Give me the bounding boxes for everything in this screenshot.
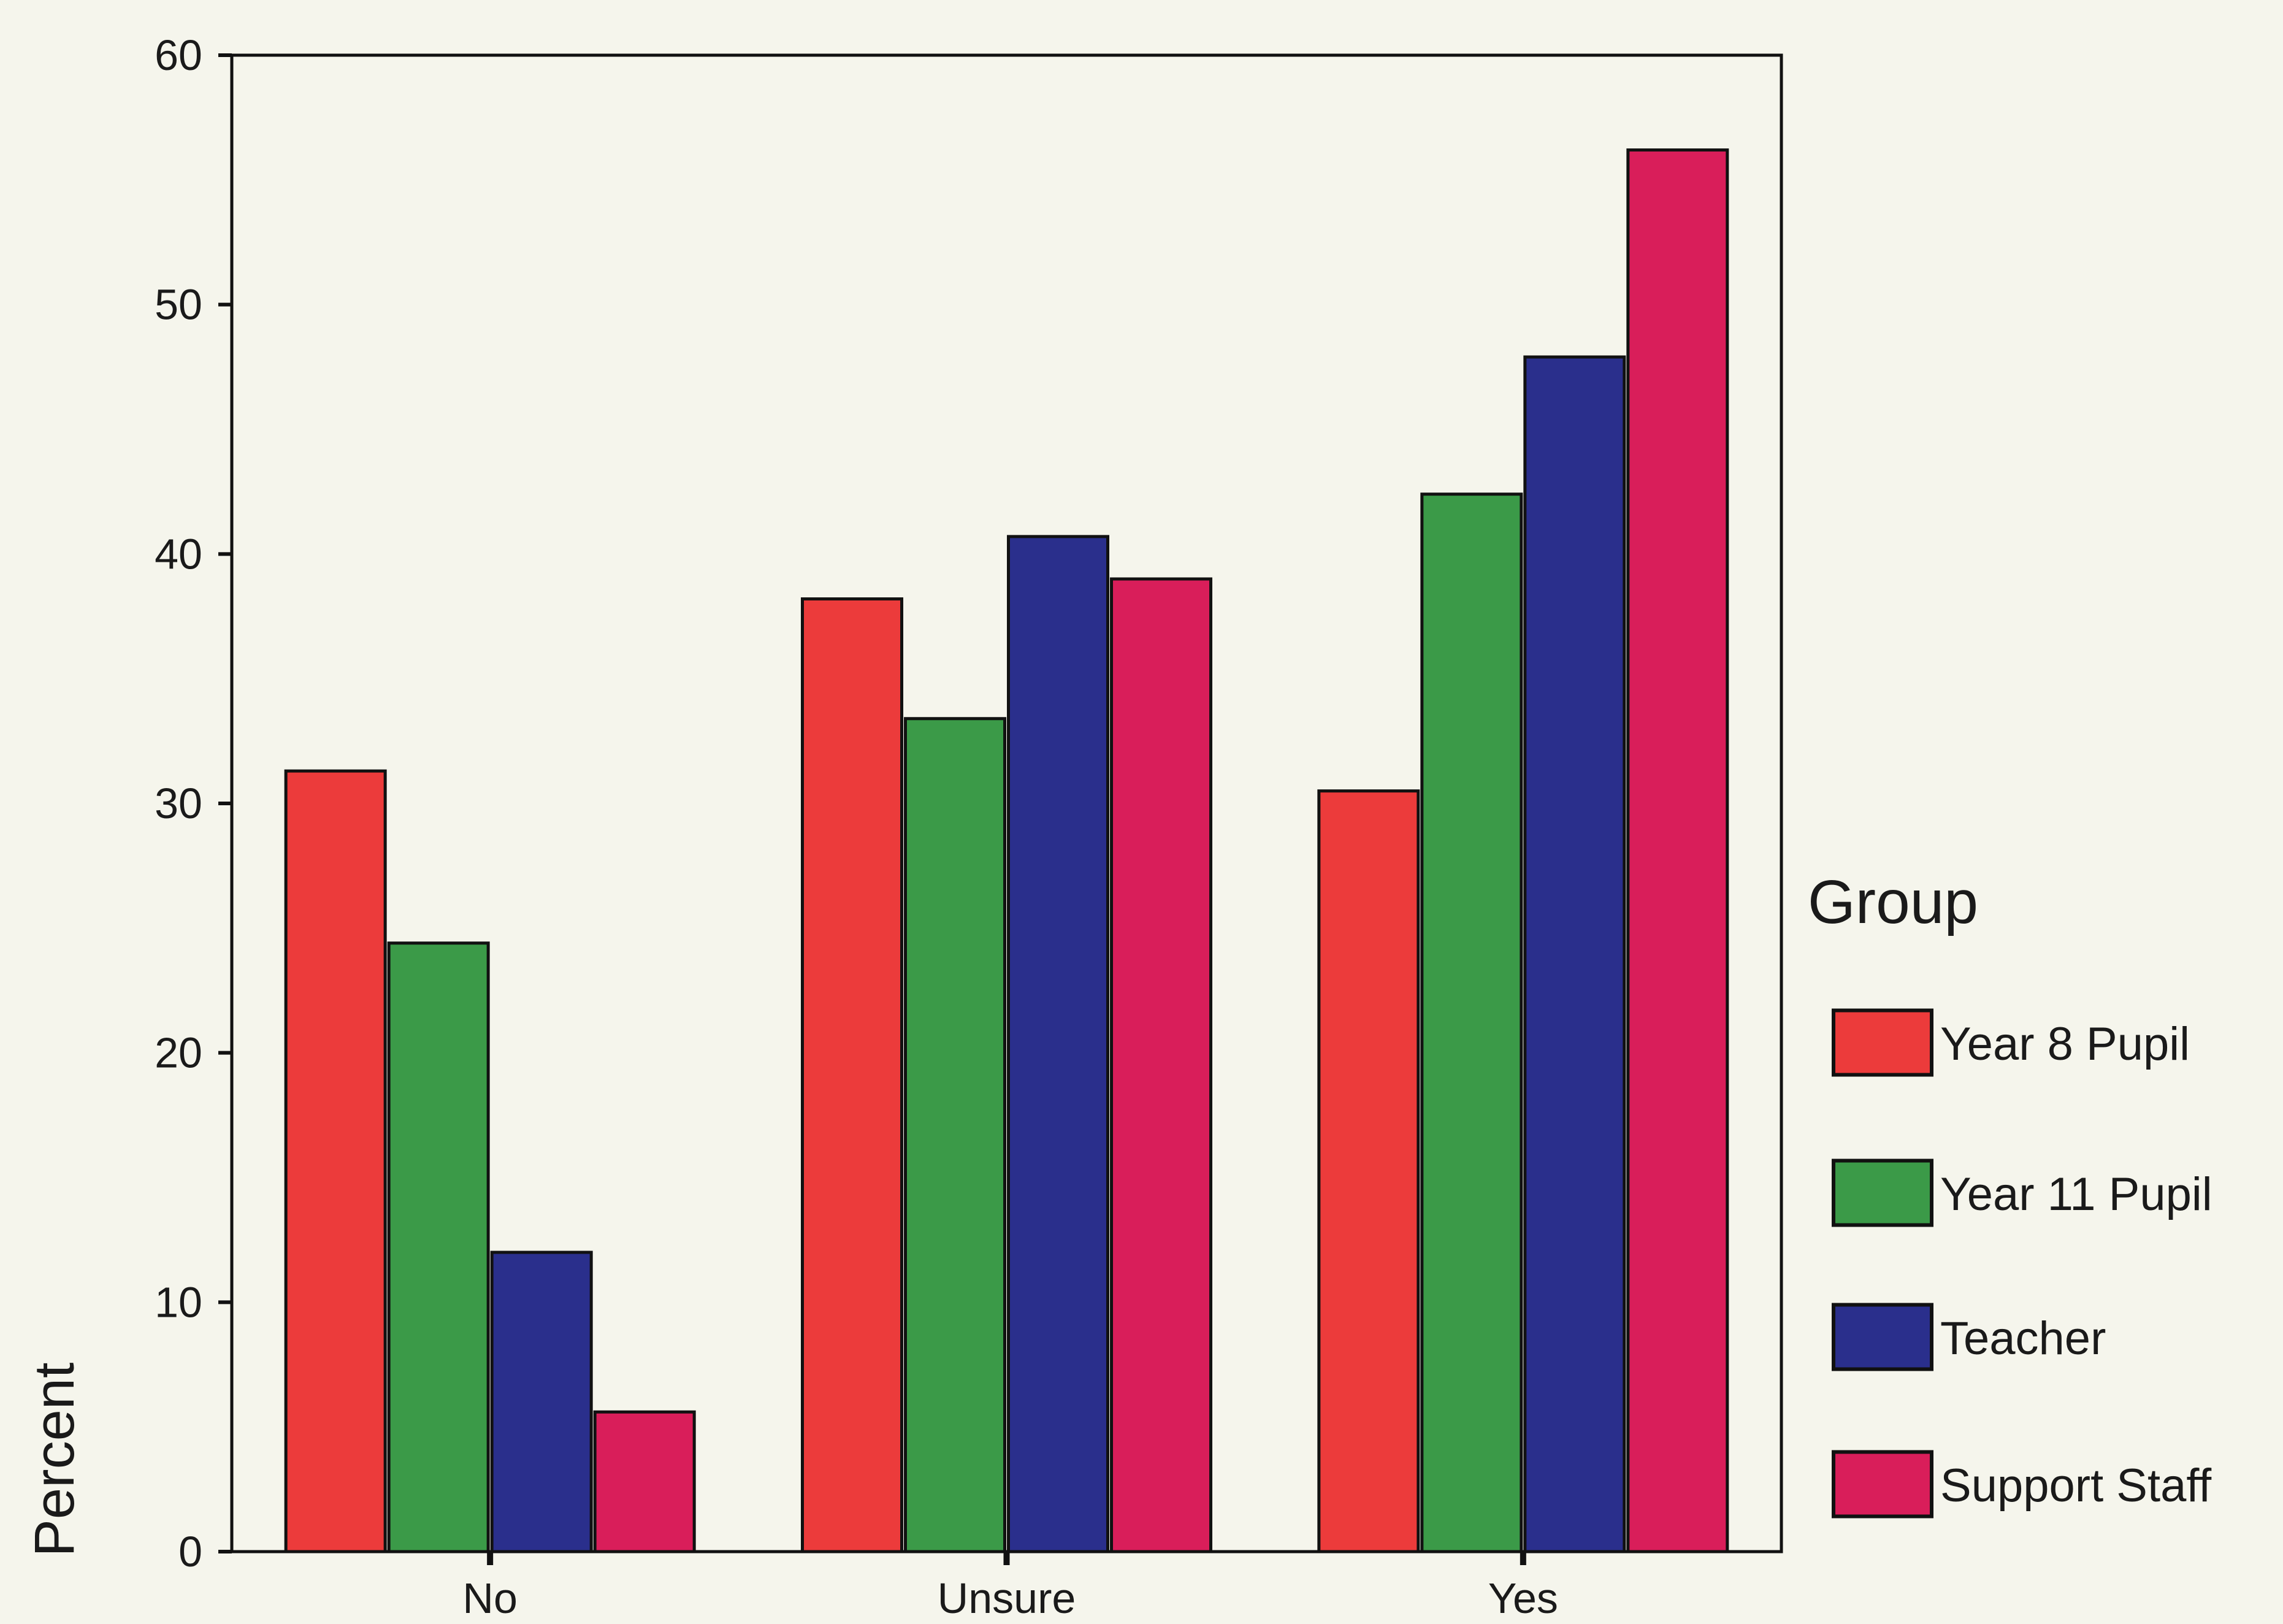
bar-unsure-teacher [1007,535,1109,1553]
legend-swatch [1832,1008,1933,1077]
bar-unsure-year-8-pupil [801,597,903,1553]
y-tick-label: 40 [155,530,202,578]
legend-swatch [1832,1303,1933,1371]
y-tick-label: 10 [155,1278,202,1326]
y-tick-label: 20 [155,1029,202,1077]
bars-group [284,148,1729,1553]
legend-label: Teacher [1940,1312,2106,1365]
y-tick-label: 30 [155,779,202,827]
legend-label: Support Staff [1940,1460,2212,1512]
bar-no-year-11-pupil [387,941,490,1553]
bar-yes-year-11-pupil [1420,492,1523,1553]
bar-no-support-staff [593,1410,696,1553]
x-tick-label: Yes [1488,1574,1558,1622]
y-axis: 0 10 20 30 40 50 60 [155,31,232,1576]
legend: Group Year 8 Pupil Year 11 Pupil Teacher Su… [1808,868,2212,1519]
bar-unsure-year-11-pupil [904,717,1006,1553]
bar-unsure-support-staff [1110,577,1212,1553]
x-tick-label: Unsure [938,1574,1076,1622]
bar-no-year-8-pupil [284,769,387,1553]
legend-swatch [1832,1159,1933,1227]
bar-yes-year-8-pupil [1317,789,1420,1553]
bar-yes-teacher [1523,355,1626,1553]
y-tick-label: 50 [155,281,202,329]
y-tick-label: 60 [155,31,202,79]
bar-yes-support-staff [1626,148,1729,1553]
y-axis-label: Percent [23,1362,86,1557]
x-axis: No Unsure Yes [462,1552,1558,1622]
y-tick-label: 0 [178,1528,202,1576]
bar-no-teacher [490,1251,593,1553]
legend-title: Group [1808,868,1978,936]
x-tick-label: No [462,1574,517,1622]
legend-label: Year 11 Pupil [1940,1168,2212,1220]
legend-swatch [1832,1450,1933,1519]
legend-label: Year 8 Pupil [1940,1018,2190,1070]
